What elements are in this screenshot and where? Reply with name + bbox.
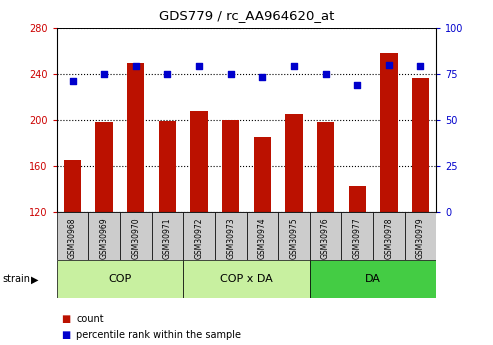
Bar: [310, 260, 436, 298]
Bar: [317, 122, 334, 212]
Point: [195, 63, 203, 69]
Point: [385, 62, 393, 67]
Text: GSM30978: GSM30978: [385, 217, 393, 258]
Bar: [88, 212, 120, 260]
Text: GSM30972: GSM30972: [195, 217, 204, 258]
Text: GSM30979: GSM30979: [416, 217, 425, 259]
Text: GDS779 / rc_AA964620_at: GDS779 / rc_AA964620_at: [159, 9, 334, 22]
Point: [321, 71, 329, 77]
Bar: [183, 260, 310, 298]
Bar: [412, 78, 429, 212]
Bar: [215, 212, 246, 260]
Bar: [285, 114, 303, 212]
Text: ■: ■: [62, 330, 71, 339]
Bar: [190, 111, 208, 212]
Text: percentile rank within the sample: percentile rank within the sample: [76, 330, 242, 339]
Point: [69, 78, 76, 84]
Bar: [57, 212, 88, 260]
Bar: [253, 137, 271, 212]
Point: [100, 71, 108, 77]
Text: GSM30969: GSM30969: [100, 217, 108, 259]
Point: [417, 63, 424, 69]
Bar: [310, 212, 341, 260]
Bar: [222, 120, 240, 212]
Text: GSM30977: GSM30977: [352, 217, 362, 259]
Point: [132, 63, 140, 69]
Bar: [152, 212, 183, 260]
Text: GSM30976: GSM30976: [321, 217, 330, 259]
Text: count: count: [76, 314, 104, 324]
Text: COP: COP: [108, 275, 132, 284]
Bar: [96, 122, 113, 212]
Text: GSM30973: GSM30973: [226, 217, 235, 259]
Bar: [373, 212, 405, 260]
Text: ■: ■: [62, 314, 71, 324]
Bar: [57, 260, 183, 298]
Bar: [405, 212, 436, 260]
Bar: [159, 121, 176, 212]
Text: GSM30974: GSM30974: [258, 217, 267, 259]
Bar: [127, 63, 144, 212]
Text: COP x DA: COP x DA: [220, 275, 273, 284]
Bar: [246, 212, 278, 260]
Bar: [278, 212, 310, 260]
Bar: [64, 160, 81, 212]
Point: [227, 71, 235, 77]
Text: GSM30968: GSM30968: [68, 217, 77, 258]
Text: strain: strain: [2, 275, 31, 284]
Text: ▶: ▶: [31, 275, 38, 284]
Bar: [380, 53, 397, 212]
Bar: [183, 212, 215, 260]
Point: [164, 71, 172, 77]
Text: GSM30975: GSM30975: [289, 217, 298, 259]
Text: GSM30971: GSM30971: [163, 217, 172, 258]
Point: [290, 63, 298, 69]
Bar: [341, 212, 373, 260]
Point: [353, 82, 361, 88]
Text: GSM30970: GSM30970: [131, 217, 141, 259]
Point: [258, 75, 266, 80]
Bar: [120, 212, 152, 260]
Text: DA: DA: [365, 275, 381, 284]
Bar: [349, 186, 366, 212]
